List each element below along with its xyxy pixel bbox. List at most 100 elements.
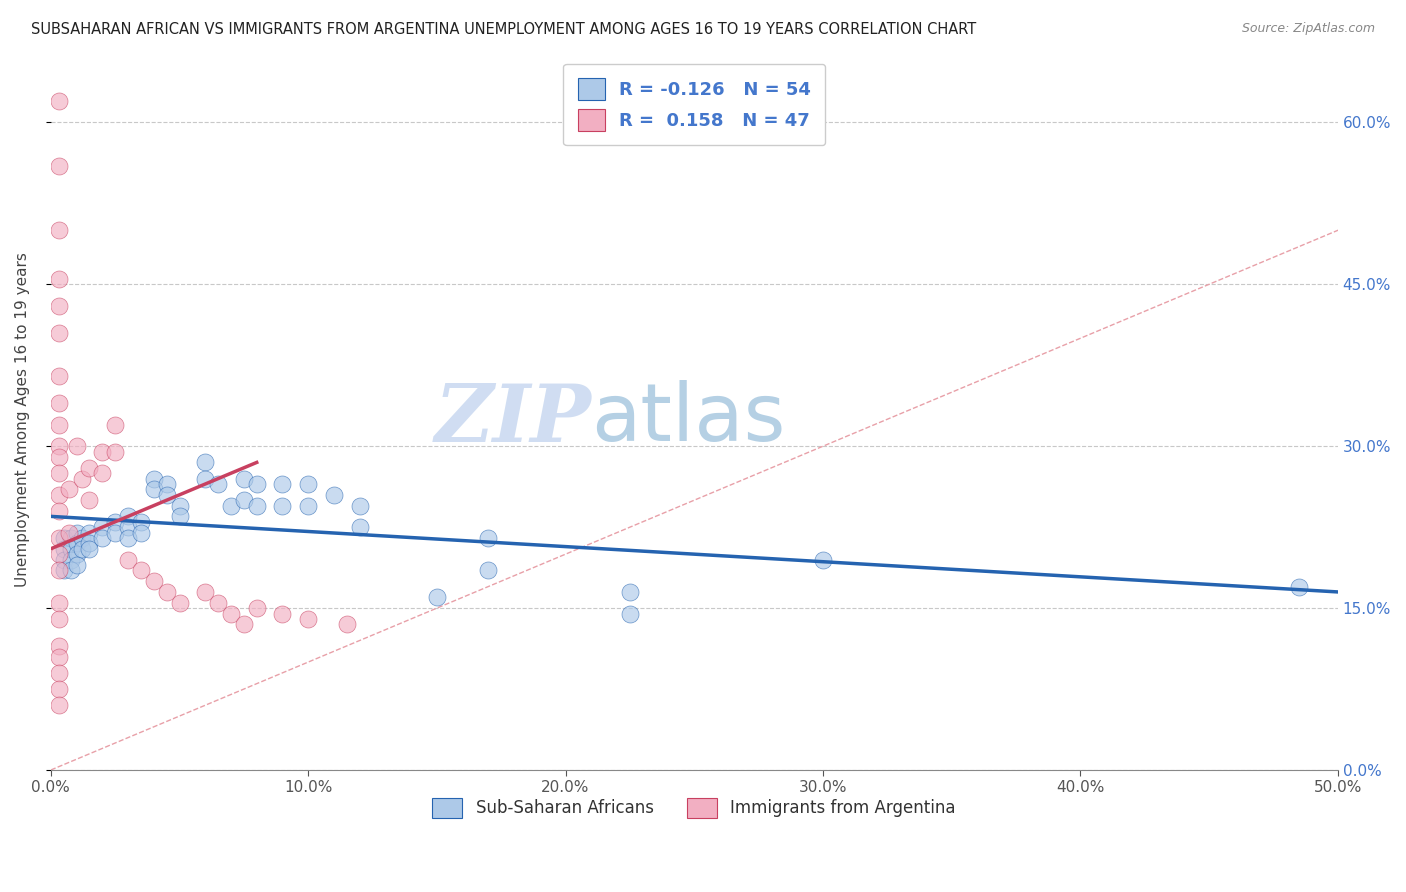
Legend: Sub-Saharan Africans, Immigrants from Argentina: Sub-Saharan Africans, Immigrants from Ar… [426,791,963,825]
Point [477,563,499,577]
Point [48,681,70,696]
Point [48,369,70,384]
Point [48,563,70,577]
Point [48,649,70,664]
Point [194,455,217,469]
Point [48,639,70,653]
Point [70,472,93,486]
Point [323,488,346,502]
Point [91,520,114,534]
Point [271,607,294,621]
Point [129,515,152,529]
Point [52,552,75,566]
Point [194,585,217,599]
Point [169,596,191,610]
Point [207,596,229,610]
Point [65,547,87,561]
Point [117,552,139,566]
Point [48,326,70,340]
Point [246,477,269,491]
Point [48,299,70,313]
Point [65,536,87,550]
Point [58,525,80,540]
Point [297,612,319,626]
Point [271,477,294,491]
Point [79,525,101,540]
Point [426,591,449,605]
Point [349,499,371,513]
Point [142,472,165,486]
Point [271,499,294,513]
Point [142,574,165,589]
Point [52,531,75,545]
Point [70,531,93,545]
Point [477,531,499,545]
Point [48,547,70,561]
Point [219,607,242,621]
Point [104,444,127,458]
Point [48,450,70,464]
Point [194,472,217,486]
Point [1288,580,1310,594]
Point [58,483,80,497]
Point [232,617,254,632]
Point [48,396,70,410]
Point [156,585,179,599]
Point [52,541,75,556]
Point [48,417,70,432]
Point [349,520,371,534]
Point [48,504,70,518]
Point [70,541,93,556]
Point [60,552,83,566]
Point [60,541,83,556]
Point [219,499,242,513]
Point [619,607,641,621]
Point [169,499,191,513]
Point [79,536,101,550]
Point [79,493,101,508]
Point [48,698,70,713]
Text: Source: ZipAtlas.com: Source: ZipAtlas.com [1241,22,1375,36]
Text: atlas: atlas [592,380,786,458]
Point [129,563,152,577]
Point [207,477,229,491]
Y-axis label: Unemployment Among Ages 16 to 19 years: Unemployment Among Ages 16 to 19 years [15,252,30,587]
Point [48,488,70,502]
Point [117,520,139,534]
Point [129,525,152,540]
Point [104,515,127,529]
Point [48,223,70,237]
Text: ZIP: ZIP [434,381,592,458]
Point [811,552,834,566]
Point [91,444,114,458]
Point [232,472,254,486]
Point [65,439,87,453]
Point [79,541,101,556]
Point [619,585,641,599]
Point [246,601,269,615]
Point [48,94,70,108]
Point [117,509,139,524]
Point [232,493,254,508]
Point [60,563,83,577]
Point [65,525,87,540]
Point [79,460,101,475]
Point [48,272,70,286]
Point [117,531,139,545]
Point [246,499,269,513]
Text: SUBSAHARAN AFRICAN VS IMMIGRANTS FROM ARGENTINA UNEMPLOYMENT AMONG AGES 16 TO 19: SUBSAHARAN AFRICAN VS IMMIGRANTS FROM AR… [31,22,976,37]
Point [48,596,70,610]
Point [60,531,83,545]
Point [156,477,179,491]
Point [91,531,114,545]
Point [48,159,70,173]
Point [336,617,359,632]
Point [104,417,127,432]
Point [104,525,127,540]
Point [48,612,70,626]
Point [297,499,319,513]
Point [48,531,70,545]
Point [48,439,70,453]
Point [52,563,75,577]
Point [156,488,179,502]
